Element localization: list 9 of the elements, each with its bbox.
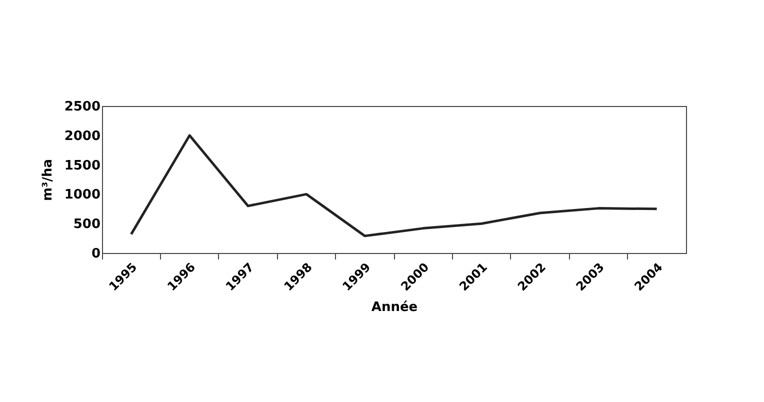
line-series [130,134,658,238]
x-axis-title: Année [371,300,418,315]
y-tick-label: 500 [73,217,100,232]
y-tick-label: 0 [91,246,100,262]
y-tick-label: 2500 [64,100,100,114]
y-tick-label: 1500 [64,158,100,174]
y-axis-title: m³/ha [40,158,56,202]
y-tick-label: 2000 [64,128,100,144]
y-tick-label: 1000 [64,188,100,203]
